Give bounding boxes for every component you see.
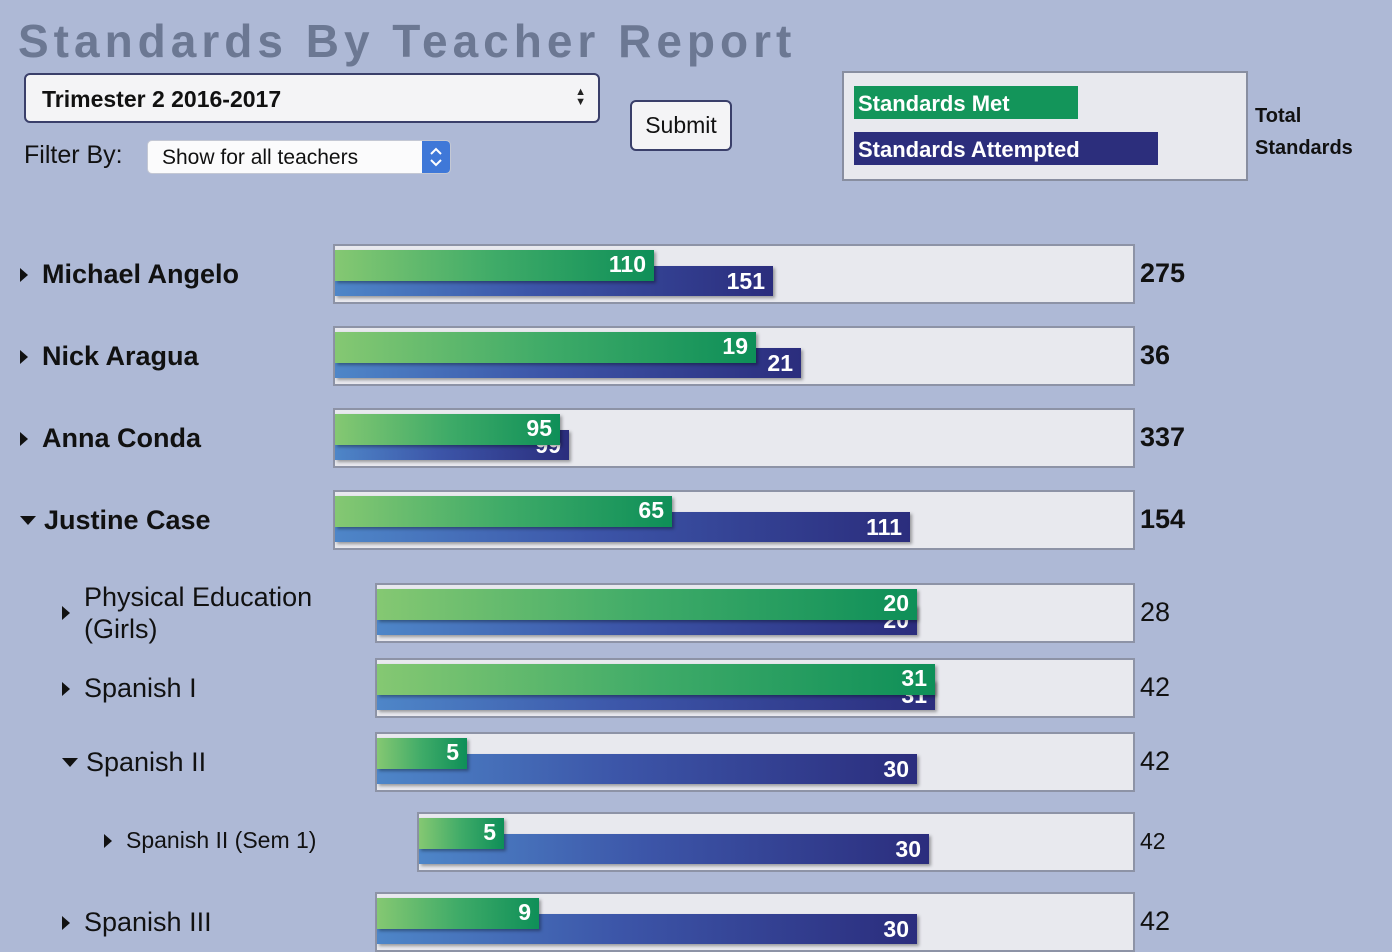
standards-attempted-value: 30 bbox=[883, 756, 909, 782]
select-arrows-icon: ▲ ▼ bbox=[575, 86, 586, 108]
row-label-text: Nick Aragua bbox=[42, 341, 199, 372]
standards-attempted-value: 111 bbox=[866, 514, 902, 540]
row-label[interactable]: Spanish II (Sem 1) bbox=[104, 826, 316, 854]
row-label-text: Spanish II (Sem 1) bbox=[126, 827, 317, 854]
row-label[interactable]: Anna Conda bbox=[20, 422, 201, 454]
caret-down-icon[interactable] bbox=[62, 758, 78, 768]
standards-attempted-value: 30 bbox=[895, 836, 921, 862]
caret-right-icon[interactable] bbox=[62, 681, 70, 696]
caret-right-icon[interactable] bbox=[20, 267, 28, 282]
row-label-text: Anna Conda bbox=[42, 423, 201, 454]
term-select-value: Trimester 2 2016-2017 bbox=[42, 86, 282, 112]
row-label-text: Spanish II bbox=[86, 747, 207, 778]
standards-attempted-bar bbox=[377, 754, 917, 784]
total-standards-value: 337 bbox=[1140, 422, 1186, 452]
standards-met-value: 5 bbox=[446, 739, 459, 765]
row-label[interactable]: Nick Aragua bbox=[20, 340, 199, 372]
caret-right-icon[interactable] bbox=[104, 833, 112, 848]
total-standards-value: 42 bbox=[1140, 828, 1166, 854]
standards-met-bar bbox=[335, 332, 756, 363]
caret-down-icon[interactable] bbox=[20, 516, 36, 526]
caret-right-icon[interactable] bbox=[20, 431, 28, 446]
standards-met-value: 5 bbox=[483, 819, 496, 845]
total-standards-value: 42 bbox=[1140, 746, 1171, 776]
legend-standards-met: Standards Met bbox=[852, 84, 1080, 121]
row-label-text: Justine Case bbox=[44, 505, 211, 536]
standards-met-bar bbox=[335, 414, 560, 445]
caret-right-icon[interactable] bbox=[62, 606, 70, 620]
row-label[interactable]: Michael Angelo bbox=[20, 258, 239, 290]
caret-right-icon[interactable] bbox=[62, 915, 70, 930]
caret-right-icon[interactable] bbox=[20, 349, 28, 364]
row-label[interactable]: Spanish I bbox=[62, 672, 197, 704]
total-standards-value: 36 bbox=[1140, 340, 1171, 370]
standards-met-bar bbox=[335, 496, 672, 527]
standards-met-bar bbox=[377, 738, 467, 769]
standards-met-bar bbox=[377, 664, 935, 695]
standards-met-value: 95 bbox=[526, 415, 552, 441]
row-label[interactable]: Justine Case bbox=[20, 504, 211, 536]
total-standards-value: 42 bbox=[1140, 906, 1171, 936]
row-label-text: Spanish I bbox=[84, 673, 197, 704]
filter-select[interactable]: Show for all teachers bbox=[147, 140, 451, 174]
standards-met-value: 31 bbox=[901, 665, 927, 691]
total-standards-value: 28 bbox=[1140, 597, 1171, 627]
legend-total-line1: Total bbox=[1255, 105, 1302, 127]
standards-met-value: 110 bbox=[608, 251, 646, 277]
standards-attempted-value: 151 bbox=[726, 268, 765, 294]
row-label-text: Michael Angelo bbox=[42, 259, 240, 290]
standards-attempted-value: 21 bbox=[767, 350, 793, 376]
standards-attempted-bar bbox=[419, 834, 929, 864]
standards-met-value: 19 bbox=[722, 333, 748, 359]
total-standards-value: 275 bbox=[1140, 258, 1186, 288]
row-label-text: Physical Education (Girls) bbox=[84, 582, 313, 644]
filter-label: Filter By: bbox=[24, 141, 123, 169]
total-standards-value: 154 bbox=[1140, 504, 1186, 534]
term-select[interactable]: Trimester 2 2016-2017 ▲ ▼ bbox=[24, 73, 600, 123]
row-label[interactable]: Physical Education (Girls) bbox=[62, 581, 334, 645]
page-title: Standards By Teacher Report bbox=[18, 15, 797, 67]
row-label-text: Spanish III bbox=[84, 907, 212, 938]
standards-met-value: 9 bbox=[518, 899, 531, 925]
select-stepper-icon bbox=[422, 141, 450, 173]
row-label[interactable]: Spanish II bbox=[62, 746, 206, 778]
standards-met-bar bbox=[377, 898, 539, 929]
legend-total-line2: Standards bbox=[1255, 137, 1353, 159]
filter-select-value: Show for all teachers bbox=[162, 146, 359, 169]
standards-met-bar bbox=[335, 250, 654, 281]
standards-met-bar bbox=[419, 818, 504, 849]
row-label[interactable]: Spanish III bbox=[62, 906, 212, 938]
legend-standards-attempted: Standards Attempted bbox=[852, 130, 1160, 167]
legend: Standards Met Standards Attempted bbox=[842, 71, 1248, 181]
standards-attempted-value: 30 bbox=[883, 916, 909, 942]
standards-met-value: 65 bbox=[638, 497, 664, 523]
submit-button[interactable]: Submit bbox=[630, 100, 732, 151]
standards-met-value: 20 bbox=[883, 590, 909, 616]
total-standards-value: 42 bbox=[1140, 672, 1171, 702]
legend-total-standards: Total Standards bbox=[1255, 100, 1353, 164]
standards-met-bar bbox=[377, 589, 917, 620]
